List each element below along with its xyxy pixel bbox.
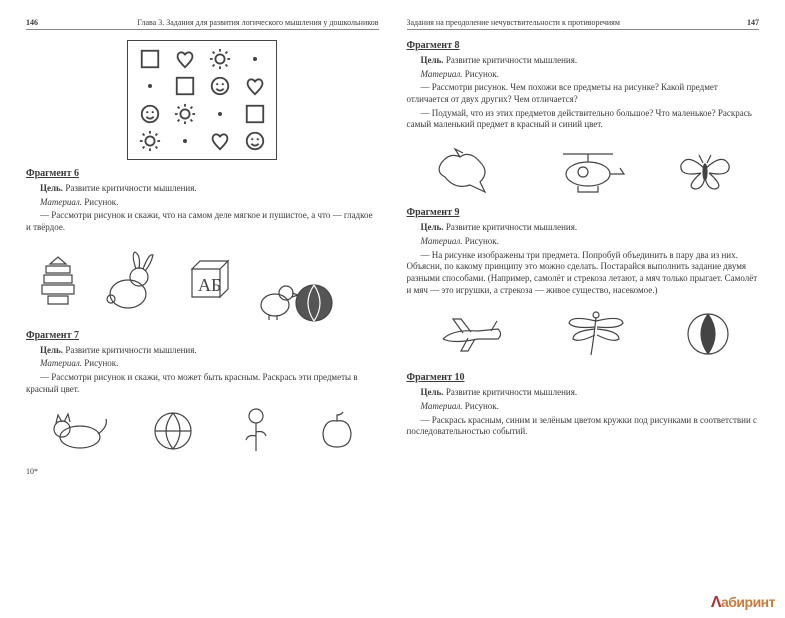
watermark: Λабиринт bbox=[711, 594, 775, 612]
frag9-line1: Цель. Развитие критичности мышления. bbox=[407, 222, 760, 234]
watermark-text: абиринт bbox=[721, 594, 775, 610]
rabbit-icon bbox=[101, 249, 156, 314]
frag8-line1: Цель. Развитие критичности мышления. bbox=[407, 55, 760, 67]
square-cell bbox=[134, 47, 165, 71]
frag6-line2: Материал. Рисунок. bbox=[26, 197, 379, 209]
frag7-line2: Материал. Рисунок. bbox=[26, 358, 379, 370]
fragment-10-title: Фрагмент 10 bbox=[407, 372, 760, 383]
bird-icon bbox=[430, 142, 500, 197]
sun-cell bbox=[204, 47, 235, 71]
smiley-cell bbox=[239, 130, 270, 154]
right-page-number: 147 bbox=[747, 18, 759, 27]
frag8-line4: — Подумай, что из этих предметов действи… bbox=[407, 108, 760, 131]
left-chapter: Глава 3. Задания для развития логическог… bbox=[137, 18, 378, 27]
frag10-line2: Материал. Рисунок. bbox=[407, 401, 760, 413]
frag10-line1: Цель. Развитие критичности мышления. bbox=[407, 387, 760, 399]
frag6-line1: Цель. Развитие критичности мышления. bbox=[26, 183, 379, 195]
butterfly-icon bbox=[675, 147, 735, 192]
ball-icon-1 bbox=[292, 281, 337, 326]
frag9-illustrations bbox=[407, 304, 760, 364]
dot-cell bbox=[134, 75, 165, 99]
ball-icon-2 bbox=[151, 409, 196, 454]
smiley-cell bbox=[134, 102, 165, 126]
fragment-6-title: Фрагмент 6 bbox=[26, 168, 379, 179]
smiley-cell bbox=[204, 75, 235, 99]
pyramid-icon bbox=[38, 252, 78, 312]
frag10-line3: — Раскрась красным, синим и зелёным цвет… bbox=[407, 415, 760, 438]
dragonfly-icon bbox=[561, 307, 631, 362]
sun-cell bbox=[134, 130, 165, 154]
rose-icon bbox=[239, 406, 274, 456]
frag7-line1: Цель. Развитие критичности мышления. bbox=[26, 345, 379, 357]
right-header: Задания на преодоление нечувствительност… bbox=[407, 18, 760, 30]
heart-cell bbox=[239, 75, 270, 99]
frag9-line2: Материал. Рисунок. bbox=[407, 236, 760, 248]
frag8-illustrations bbox=[407, 139, 760, 199]
left-footnote: 10* bbox=[26, 467, 379, 476]
dot-cell bbox=[169, 130, 200, 154]
fragment-8-title: Фрагмент 8 bbox=[407, 40, 760, 51]
helicopter-icon bbox=[548, 144, 628, 194]
right-page: Задания на преодоление нечувствительност… bbox=[393, 18, 774, 606]
right-chapter: Задания на преодоление нечувствительност… bbox=[407, 18, 620, 27]
frag8-line2: Материал. Рисунок. bbox=[407, 69, 760, 81]
heart-cell bbox=[169, 47, 200, 71]
left-page: 146 Глава 3. Задания для развития логиче… bbox=[12, 18, 393, 606]
watermark-logo: Λ bbox=[711, 594, 721, 611]
frag8-line3: — Рассмотри рисунок. Чем похожи все пред… bbox=[407, 82, 760, 105]
left-header: 146 Глава 3. Задания для развития логиче… bbox=[26, 18, 379, 30]
square-cell bbox=[169, 75, 200, 99]
dot-cell bbox=[204, 102, 235, 126]
airplane-icon bbox=[433, 309, 508, 359]
frag7-illustrations bbox=[26, 404, 379, 459]
svg-text:АБ: АБ bbox=[198, 275, 221, 295]
frag9-line3: — На рисунке изображены три предмета. По… bbox=[407, 250, 760, 297]
apple-icon bbox=[317, 411, 357, 451]
left-page-number: 146 bbox=[26, 18, 38, 27]
fragment-9-title: Фрагмент 9 bbox=[407, 207, 760, 218]
shape-grid bbox=[127, 40, 277, 160]
square-cell bbox=[239, 102, 270, 126]
heart-cell bbox=[204, 130, 235, 154]
dot-cell bbox=[239, 47, 270, 71]
cat-icon bbox=[48, 409, 108, 454]
sun-cell bbox=[169, 102, 200, 126]
cube-icon: АБ bbox=[180, 257, 230, 307]
frag6-line3: — Рассмотри рисунок и скажи, что на само… bbox=[26, 210, 379, 233]
fragment-7-title: Фрагмент 7 bbox=[26, 330, 379, 341]
frag6-illustrations: АБ bbox=[26, 242, 379, 322]
frag7-line3: — Рассмотри рисунок и скажи, что может б… bbox=[26, 372, 379, 395]
ball-icon-3 bbox=[684, 310, 732, 358]
